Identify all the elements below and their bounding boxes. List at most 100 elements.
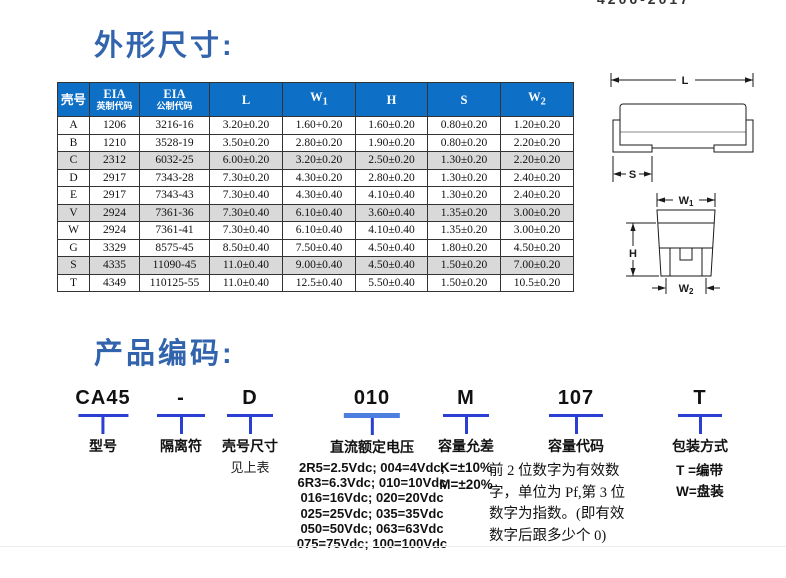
arrowhead-icon [630, 268, 636, 276]
cell-w1: 4.30±0.20 [282, 168, 356, 187]
col-header-case-label: 壳号 [60, 92, 86, 107]
code-part-packaging: T 包装方式 T =编带 W=盘装 [672, 386, 728, 502]
cell-eia-metric: 3216-16 [139, 116, 210, 135]
col-header-eia-metric: EIA 公制代码 [139, 82, 210, 117]
cell-eia-inch: 4349 [89, 273, 140, 292]
cell-h: 4.50±0.40 [355, 256, 428, 275]
cell-w1: 12.5±0.40 [282, 273, 356, 292]
cell-eia-inch: 2917 [89, 186, 140, 205]
cell-s: 1.35±0.20 [427, 203, 501, 222]
connector-bar [443, 414, 489, 417]
tolerance-line: K=±10% [439, 460, 493, 475]
cell-eia-inch: 3329 [89, 238, 140, 257]
cell-w2: 2.40±0.20 [500, 168, 574, 187]
cell-l: 11.0±0.40 [209, 273, 283, 292]
arrowhead-icon [658, 285, 666, 291]
cell-case-code: E [57, 186, 90, 205]
connector-bar [344, 413, 400, 418]
cell-w2: 2.20±0.20 [500, 133, 574, 152]
cell-eia-metric: 11090-45 [139, 256, 210, 275]
cell-eia-metric: 7361-36 [139, 203, 210, 222]
w-letter: W [528, 89, 541, 104]
cell-w2: 4.50±0.20 [500, 238, 574, 257]
h-label: H [386, 92, 397, 107]
cell-case-code: A [57, 116, 90, 135]
connector-stem [179, 417, 183, 434]
code-value-case-size: D [242, 387, 258, 409]
code-value-packaging: T [693, 387, 707, 409]
cell-w1: 2.80±0.20 [282, 133, 356, 152]
cell-eia-inch: 2924 [89, 203, 140, 222]
dim-label-l: L [682, 75, 689, 87]
code-part-voltage: 010 直流额定电压 2R5=2.5Vdc; 004=4Vdc; 6R3=6.3V… [297, 386, 447, 551]
cell-h: 3.60±0.40 [355, 203, 428, 222]
cell-eia-inch: 1206 [89, 116, 140, 135]
dimensions-table-body: A 1206 3216-16 3.20±0.20 1.60+0.20 1.60±… [57, 116, 574, 292]
cell-eia-metric: 8575-45 [139, 238, 210, 257]
voltage-code-line: 075=75Vdc; 100=100Vdc [296, 536, 448, 552]
cell-case-code: T [57, 273, 90, 292]
cell-w2: 2.40±0.20 [500, 186, 574, 205]
voltage-code-line: 2R5=2.5Vdc; 004=4Vdc; [299, 460, 445, 475]
cell-h: 4.50±0.40 [355, 238, 428, 257]
code-label-separator: 隔离符 [160, 438, 202, 454]
eia-metric-sublabel: 公制代码 [156, 101, 193, 111]
connector-stem [101, 417, 105, 434]
cell-h: 2.50±0.20 [355, 151, 428, 170]
arrowhead-icon [630, 223, 636, 231]
cell-l: 11.0±0.40 [209, 256, 283, 275]
cell-l: 3.50±0.20 [209, 133, 283, 152]
cell-l: 7.30±0.20 [209, 168, 283, 187]
s-label: S [460, 92, 468, 107]
arrowhead-icon [613, 171, 621, 177]
cell-w2: 2.20±0.20 [500, 151, 574, 170]
col-header-w1: W1 [282, 82, 356, 117]
code-value-capacitance: 107 [557, 387, 595, 409]
cell-eia-inch: 2917 [89, 168, 140, 187]
capacitor-dimension-diagram: L S W1 [610, 73, 754, 296]
cell-h: 1.90±0.20 [355, 133, 428, 152]
cell-s: 1.50±0.20 [427, 256, 501, 275]
col-header-w2: W2 [500, 82, 574, 117]
cell-l: 7.30±0.40 [209, 186, 283, 205]
cell-s: 1.80±0.20 [427, 238, 501, 257]
arrowhead-icon [644, 171, 652, 177]
table-row: C 2312 6032-25 6.00±0.20 3.20±0.20 2.50±… [57, 151, 574, 170]
dim-label-w1: W1 [679, 195, 694, 208]
packaging-list: T =编带 W=盘装 [676, 460, 724, 502]
cell-case-code: C [57, 151, 90, 170]
table-row: V 2924 7361-36 7.30±0.40 6.10±0.40 3.60±… [57, 203, 574, 222]
w-letter: W [310, 89, 323, 104]
arrowhead-icon [706, 285, 714, 291]
cell-eia-inch: 2312 [89, 151, 140, 170]
packaging-line: T =编带 [676, 463, 724, 478]
col-header-s: S [427, 82, 501, 117]
w1-subscript: 1 [322, 96, 328, 108]
case-size-note: 见上表 [230, 460, 270, 475]
dim-label-s: S [629, 169, 636, 181]
cell-w1: 6.10±0.40 [282, 221, 356, 240]
cell-eia-inch: 2924 [89, 221, 140, 240]
w1-label: W1 [283, 90, 355, 110]
table-row: S 4335 11090-45 11.0±0.40 9.00±0.40 4.50… [57, 256, 574, 275]
code-part-model: CA45 型号 [75, 386, 130, 456]
col-header-case: 壳号 [57, 82, 90, 117]
cell-s: 1.30±0.20 [427, 186, 501, 205]
left-terminal [612, 119, 653, 153]
cell-w1: 7.50±0.40 [282, 238, 356, 257]
cell-case-code: G [57, 238, 90, 257]
cell-l: 7.30±0.40 [209, 203, 283, 222]
table-row: W 2924 7361-41 7.30±0.40 6.10±0.40 4.10±… [57, 221, 574, 240]
voltage-code-line: 6R3=6.3Vdc; 010=10Vdc [297, 475, 447, 491]
section-title-product-coding: 产品编码: [94, 338, 235, 370]
arrowhead-icon [745, 77, 753, 83]
cutoff-header-text: 4206-2017 [597, 0, 727, 7]
cell-l: 7.30±0.40 [209, 221, 283, 240]
cell-l: 6.00±0.20 [209, 151, 283, 170]
table-row: E 2917 7343-43 7.30±0.40 4.30±0.40 4.10±… [57, 186, 574, 205]
code-label-voltage: 直流额定电压 [330, 439, 414, 455]
code-label-case-size: 壳号尺寸 [222, 438, 278, 454]
arrowhead-icon [707, 197, 715, 203]
cell-w2: 3.00±0.20 [500, 203, 574, 222]
eia-label: EIA [103, 87, 126, 101]
